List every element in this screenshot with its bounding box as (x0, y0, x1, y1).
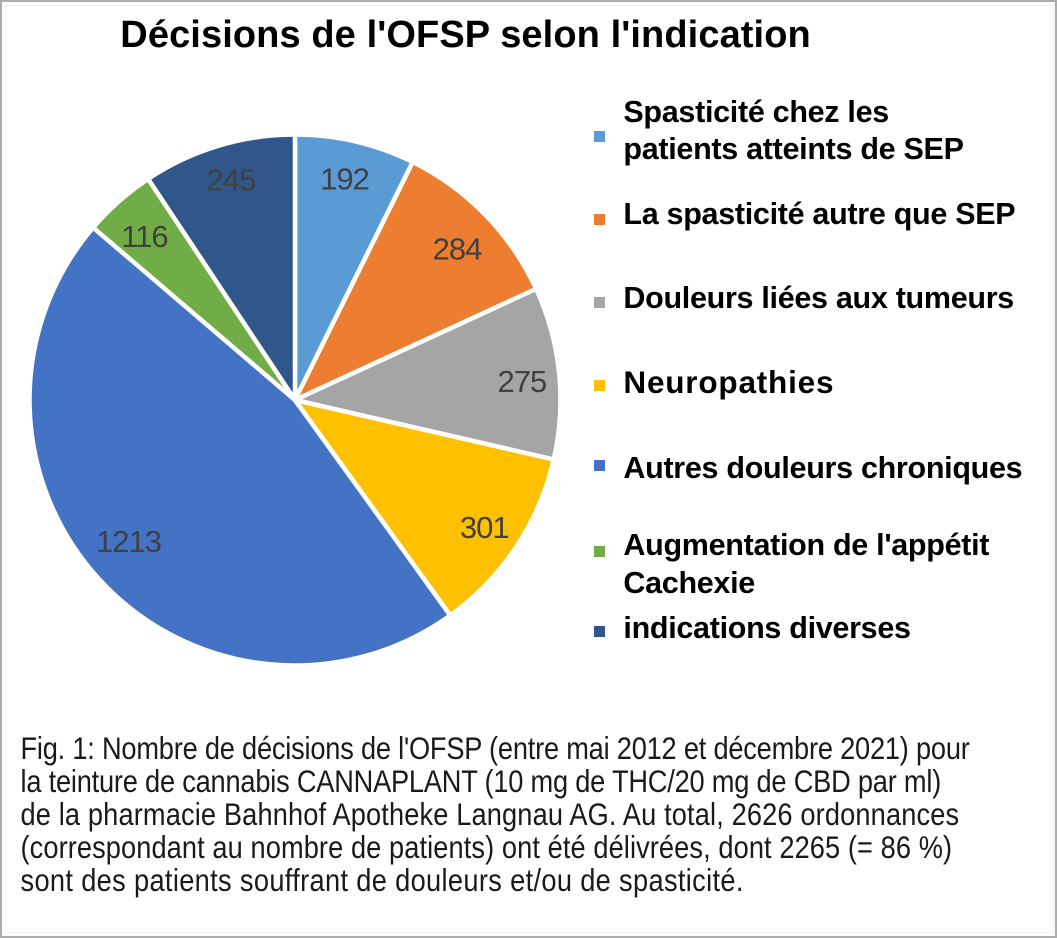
svg-text:116: 116 (121, 219, 167, 254)
svg-text:1213: 1213 (96, 524, 161, 559)
svg-text:275: 275 (497, 363, 546, 398)
svg-text:301: 301 (459, 510, 508, 545)
svg-text:192: 192 (320, 161, 369, 196)
svg-text:245: 245 (206, 162, 255, 197)
svg-text:284: 284 (432, 231, 481, 266)
